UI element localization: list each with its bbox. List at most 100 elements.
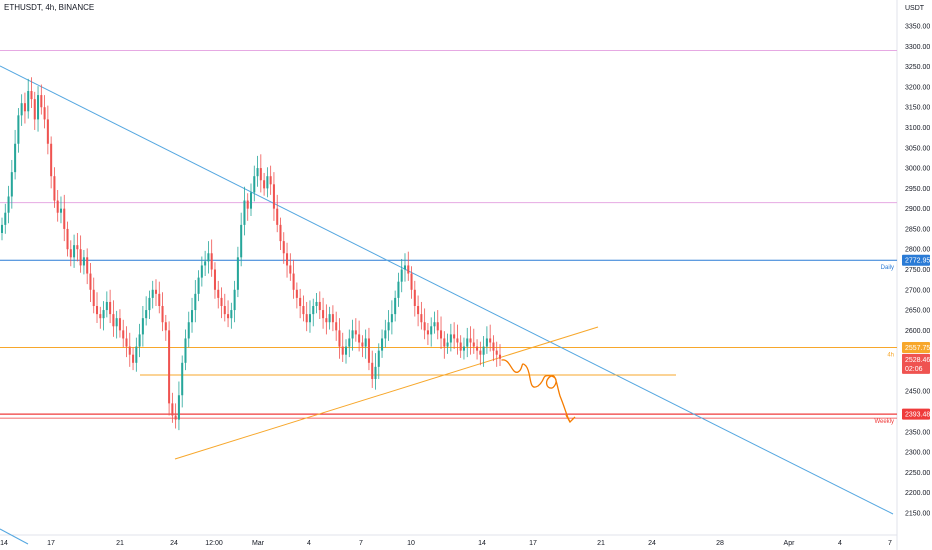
candle-body [322, 310, 325, 319]
candle-body [95, 306, 99, 315]
candle-body [462, 346, 465, 351]
candle-body [308, 314, 311, 323]
candle-body [476, 346, 479, 351]
candle-body [69, 249, 72, 258]
candle-body [367, 338, 370, 363]
candle-body [315, 301, 318, 307]
descending-trendline[interactable] [0, 65, 894, 515]
price-tick-label: 3100.00 [905, 125, 930, 132]
candle-body [495, 350, 498, 355]
time-axis[interactable]: 14 17 21 24 12:00 Mar 4 7 10 14 17 21 24 28 Apr 4 7 [0, 540, 892, 547]
candle-body [485, 338, 488, 347]
level-label: Weekly [874, 419, 894, 425]
price-tick-label: 2900.00 [905, 206, 930, 213]
candle-body [325, 318, 328, 323]
candle-body [138, 334, 141, 347]
candle-body [4, 212, 7, 225]
lower-trendline[interactable] [0, 528, 29, 545]
candle-body [466, 338, 469, 347]
price-tick-label: 2700.00 [905, 287, 930, 294]
candle-body [289, 265, 292, 274]
price-tick-label: 3000.00 [905, 166, 930, 173]
candle-body [177, 395, 180, 420]
candle-body [302, 306, 305, 315]
candle-body [397, 281, 400, 298]
candle-body [384, 330, 387, 339]
candle-body [482, 346, 485, 355]
candle-body [50, 143, 53, 177]
time-tick-label: 17 [529, 540, 537, 547]
candle-body [341, 346, 344, 355]
candle-body [27, 91, 30, 112]
candle-body [259, 168, 262, 181]
level-label: Daily [881, 265, 894, 271]
price-tick-label: 3250.00 [905, 64, 930, 71]
candle-body [30, 91, 33, 100]
candle-body [14, 143, 17, 173]
projection-arrowhead [565, 414, 576, 424]
candle-body [279, 224, 282, 242]
candle-body [174, 415, 177, 420]
candle-body [312, 306, 315, 315]
time-tick-label: 21 [116, 540, 124, 547]
price-tick-label: 2600.00 [905, 328, 930, 335]
candle-body [151, 289, 154, 298]
candle-body [236, 257, 239, 290]
candle-body [292, 273, 295, 290]
last-price-badge [902, 353, 930, 374]
candle-body [420, 314, 423, 323]
candle-body [243, 200, 246, 225]
time-tick-label: 12:00 [205, 540, 223, 547]
candle-body [276, 208, 279, 225]
candle-body [37, 95, 40, 120]
price-tick-label: 2950.00 [905, 186, 930, 193]
time-tick-label: 4 [838, 540, 842, 547]
candle-body [249, 192, 253, 209]
candle-body [394, 297, 397, 315]
time-tick-label: 14 [0, 540, 8, 547]
price-tick-label: 3300.00 [905, 44, 930, 51]
candle-body [53, 176, 56, 201]
time-tick-label: 24 [170, 540, 178, 547]
candle-body [115, 318, 118, 327]
candle-body [331, 314, 334, 323]
price-tick-label: 2650.00 [905, 308, 930, 315]
candle-body [436, 322, 439, 331]
candle-body [253, 176, 256, 193]
candle-body [459, 342, 462, 351]
price-tick-label: 2350.00 [905, 429, 930, 436]
candle-body [109, 301, 112, 315]
price-badge [902, 408, 930, 420]
candle-body [469, 338, 472, 343]
candle-body [187, 322, 190, 339]
candle-body [456, 338, 459, 343]
candle-body [286, 253, 289, 266]
candle-body [148, 297, 151, 311]
candle-body [351, 330, 354, 339]
time-tick-label: 17 [47, 540, 55, 547]
candle-body [102, 310, 105, 319]
candle-body [413, 289, 416, 307]
price-tick-label: 2200.00 [905, 490, 930, 497]
candle-body [295, 289, 298, 298]
candle-body [387, 322, 390, 331]
candle-body [433, 322, 436, 327]
candle-body [217, 289, 220, 298]
candle-body [361, 342, 364, 347]
candle-body [92, 289, 95, 307]
last-price-label: 2528.46 [905, 357, 930, 364]
candle-body [99, 314, 102, 319]
candle-body [112, 314, 115, 327]
time-tick-label: 28 [716, 540, 724, 547]
candle-body [449, 334, 452, 343]
symbol-title: ETHUSDT, 4h, BINANCE [4, 3, 94, 12]
candle-body [269, 176, 272, 185]
price-tick-label: 2150.00 [905, 510, 930, 517]
candle-body [171, 403, 174, 416]
candle-body [145, 310, 148, 319]
price-badge-label: 2393.48 [905, 412, 930, 419]
candle-body [73, 245, 76, 258]
candle-body [374, 366, 377, 380]
ascending-support-line[interactable] [174, 326, 599, 460]
